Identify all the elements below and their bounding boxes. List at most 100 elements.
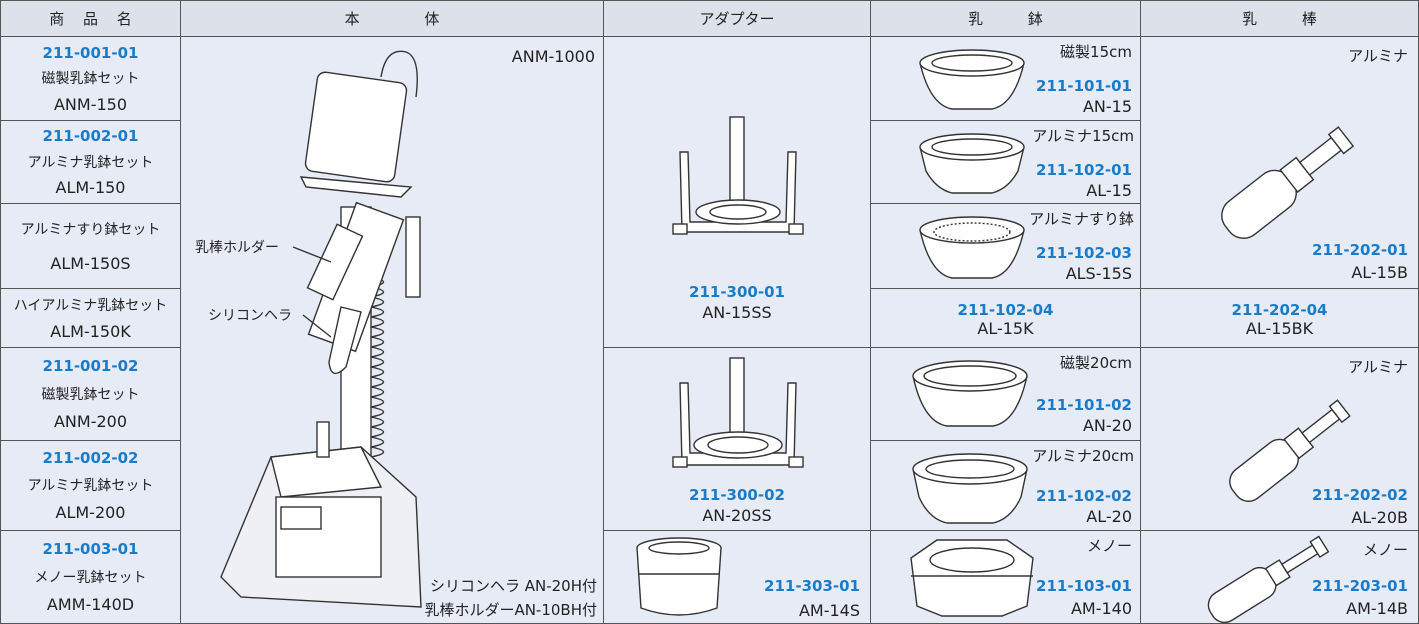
code: 211-001-01 (42, 43, 139, 62)
code: 211-102-03 (1036, 244, 1132, 262)
code: 211-202-02 (1312, 486, 1408, 504)
product-cell: 211-002-01 アルミナ乳鉢セット ALM-150 (0, 120, 181, 204)
code: 211-002-02 (42, 449, 139, 467)
product-cell: 211-001-02 磁製乳鉢セット ANM-200 (0, 347, 181, 441)
header: 本 体 (180, 0, 604, 37)
mortar-cell: アルミナすり鉢 211-102-03 ALS-15S (870, 203, 1141, 289)
mortar-illustration (919, 216, 1025, 279)
model: AL-15K (977, 319, 1034, 338)
code: 211-102-04 (957, 301, 1054, 319)
name: メノー乳鉢セット (34, 569, 147, 586)
material: アルミナ20cm (1032, 447, 1134, 465)
code: 211-203-01 (1312, 577, 1408, 595)
mortar-cell: アルミナ20cm 211-102-02 AL-20 (870, 440, 1141, 531)
mortar-cell: メノー 211-103-01 AM-140 (870, 530, 1141, 624)
name: アルミナすり鉢セット (20, 222, 161, 238)
mortar-cell: 磁製20cm 211-101-02 AN-20 (870, 347, 1141, 441)
mortar-cell: アルミナ15cm 211-102-01 AL-15 (870, 120, 1141, 204)
adapter-cell: 211-303-01 AM-14S (603, 530, 871, 624)
model: AN-15 (1082, 97, 1132, 116)
model: AL-15B (1351, 263, 1408, 282)
pestle-illustration (1207, 535, 1330, 623)
code: 211-003-01 (42, 539, 139, 558)
code: 211-002-01 (42, 127, 139, 146)
material: アルミナすり鉢 (1029, 210, 1134, 228)
material: アルミナ15cm (1032, 127, 1134, 145)
model: ANM-200 (53, 412, 128, 432)
model: ANM-150 (53, 94, 128, 114)
name: 磁製乳鉢セット (41, 71, 140, 87)
model: ALM-200 (55, 503, 126, 522)
mortar-illustration (919, 49, 1025, 110)
name: アルミナ乳鉢セット (27, 478, 154, 494)
machine-illustration (220, 50, 422, 608)
code: 211-300-02 (689, 486, 785, 504)
model: AL-15BK (1245, 319, 1314, 338)
mortar-illustration (919, 133, 1025, 194)
material: アルミナ (1348, 358, 1408, 376)
mortar-cell: 磁製15cm 211-101-01 AN-15 (870, 36, 1141, 121)
code: 211-303-01 (764, 577, 860, 595)
mortar-cell: 211-102-04 AL-15K (870, 288, 1141, 348)
name: ハイアルミナ乳鉢セット (13, 298, 168, 315)
model: ALM-150 (55, 177, 126, 197)
model: AM-14S (798, 601, 860, 620)
mortar-illustration (910, 539, 1034, 617)
mortar-illustration (912, 360, 1028, 427)
pestle-cell: アルミナ 211-202-01 AL-15B (1140, 36, 1419, 289)
note: 乳棒ホルダーAN-10BH付 (424, 601, 597, 619)
header: 乳 棒 (1140, 0, 1419, 37)
model: AL-20 (1086, 507, 1132, 526)
adapter-illustration (636, 537, 722, 616)
body-model: ANM-1000 (511, 47, 595, 66)
callout: シリコンヘラ (208, 308, 292, 324)
mortar-illustration (912, 453, 1028, 524)
model: AN-20 (1082, 416, 1132, 435)
name: アルミナ乳鉢セット (27, 154, 154, 171)
pestle-cell: 211-202-04 AL-15BK (1140, 288, 1419, 348)
material: 磁製15cm (1060, 43, 1132, 61)
product-cell: ハイアルミナ乳鉢セット ALM-150K (0, 288, 181, 348)
code: 211-103-01 (1036, 577, 1132, 595)
model: AN-15SS (702, 303, 772, 322)
model: AMM-140D (46, 595, 135, 615)
pestle-cell: アルミナ 211-202-02 AL-20B (1140, 347, 1419, 531)
pestle-illustration (1229, 399, 1351, 502)
adapter-illustration (672, 116, 804, 235)
model: ALS-15S (1065, 264, 1132, 283)
code: 211-300-01 (689, 283, 785, 301)
material: メノー (1362, 541, 1408, 559)
code: 211-102-01 (1036, 161, 1132, 179)
material: アルミナ (1348, 47, 1408, 65)
model: AL-20B (1351, 508, 1408, 527)
note: シリコンヘラ AN-20H付 (429, 577, 597, 595)
adapter-illustration (672, 357, 804, 468)
product-cell: 211-001-01 磁製乳鉢セット ANM-150 (0, 36, 181, 121)
body-cell: ANM-1000 乳棒ホルダー シリコンヘラ シリコンヘラ AN-20H付 乳棒… (180, 36, 604, 624)
code: 211-202-01 (1312, 241, 1408, 259)
material: メノー (1086, 537, 1132, 555)
callout: 乳棒ホルダー (195, 240, 279, 256)
product-cell: アルミナすり鉢セット ALM-150S (0, 203, 181, 289)
model: AL-15 (1086, 181, 1132, 200)
code: 211-102-02 (1036, 487, 1132, 505)
header: 乳 鉢 (870, 0, 1141, 37)
model: ALM-150K (50, 321, 131, 341)
pestle-illustration (1221, 126, 1355, 239)
pestle-cell: メノー 211-203-01 AM-14B (1140, 530, 1419, 624)
code: 211-001-02 (42, 356, 139, 375)
material: 磁製20cm (1060, 354, 1132, 372)
adapter-cell: 211-300-02 AN-20SS (603, 347, 871, 531)
product-cell: 211-002-02 アルミナ乳鉢セット ALM-200 (0, 440, 181, 531)
header: 商 品 名 (0, 0, 181, 37)
code: 211-101-02 (1036, 396, 1132, 414)
model: AM-140 (1070, 599, 1132, 618)
adapter-cell: 211-300-01 AN-15SS (603, 36, 871, 348)
model: AM-14B (1346, 599, 1408, 618)
header: アダプター (603, 0, 871, 37)
model: ALM-150S (50, 254, 131, 273)
code: 211-202-04 (1231, 301, 1328, 319)
code: 211-101-01 (1036, 77, 1132, 95)
product-cell: 211-003-01 メノー乳鉢セット AMM-140D (0, 530, 181, 624)
